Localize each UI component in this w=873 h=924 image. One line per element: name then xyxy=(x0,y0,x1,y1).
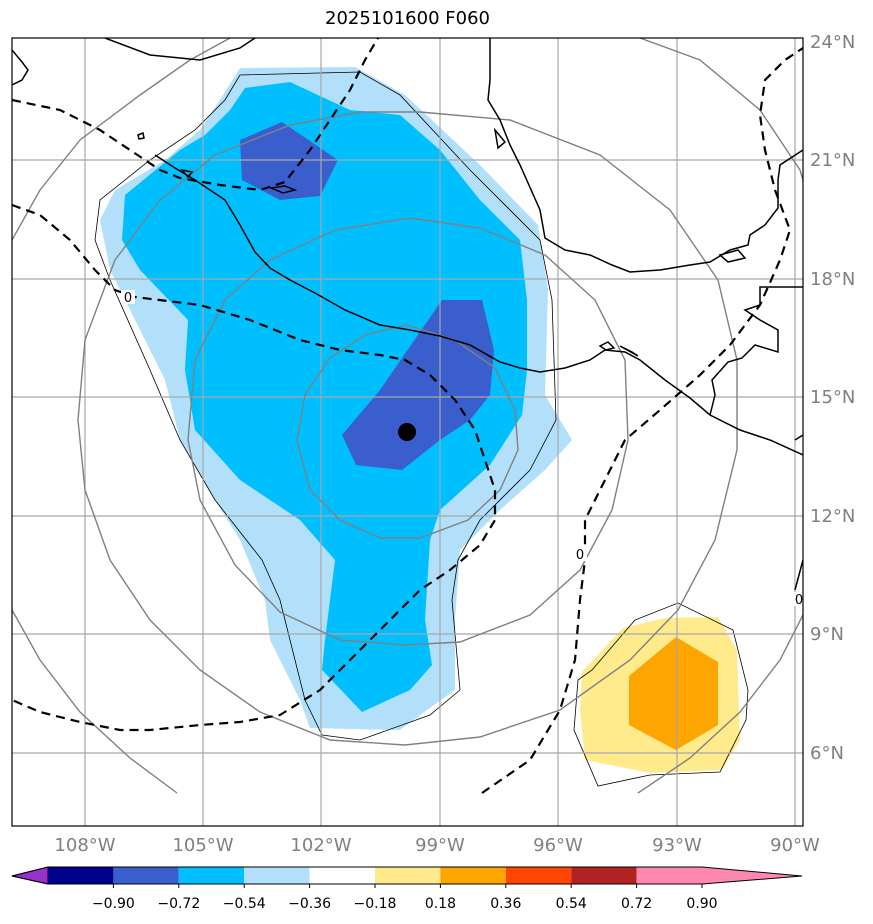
x-tick-label: 102°W xyxy=(290,835,351,856)
colorbar-label: 0.54 xyxy=(556,896,587,912)
range-rings xyxy=(12,38,803,794)
colorbar-label: −0.90 xyxy=(92,896,135,912)
y-tick-label: 6°N xyxy=(810,743,844,764)
y-tick-label: 21°N xyxy=(810,150,855,171)
y-tick-label: 24°N xyxy=(810,32,855,53)
coastlines xyxy=(12,38,803,601)
y-tick-label: 12°N xyxy=(810,506,855,527)
colorbar-segment xyxy=(636,867,702,884)
x-tick-label: 105°W xyxy=(172,835,233,856)
colorbar-label: −0.72 xyxy=(157,896,200,912)
contour-label-zero-west: 0 xyxy=(124,291,132,306)
colorbar-label: 0.36 xyxy=(490,896,521,912)
zero-contours xyxy=(12,38,803,794)
colorbar-label: −0.36 xyxy=(288,896,331,912)
x-tick-label: 96°W xyxy=(533,835,583,856)
colorbar-segment xyxy=(309,867,375,884)
colorbar-ticks xyxy=(112,884,703,888)
colorbar-extension-low xyxy=(11,866,49,885)
colorbar-label: −0.18 xyxy=(354,896,397,912)
colorbar-segment xyxy=(505,867,572,884)
colorbar-segment xyxy=(244,867,310,884)
y-axis-ticks: 24°N 21°N 18°N 15°N 12°N 9°N 6°N xyxy=(810,32,855,764)
colorbar-segment xyxy=(113,867,179,884)
contour-label-zero-central: 0 xyxy=(576,548,584,563)
outline-contour-west xyxy=(94,71,557,741)
anomaly-royal-blue-region-center xyxy=(342,300,494,470)
colorbar-segment xyxy=(178,867,245,884)
x-tick-label: 99°W xyxy=(415,835,465,856)
x-tick-label: 108°W xyxy=(54,835,115,856)
x-axis-ticks: 108°W 105°W 102°W 99°W 96°W 93°W 90°W xyxy=(54,835,820,856)
x-tick-label: 90°W xyxy=(770,835,820,856)
colorbar-label: 0.90 xyxy=(686,896,717,912)
colorbar-label: 0.72 xyxy=(621,896,652,912)
colorbar-segment xyxy=(571,867,637,884)
colorbar-extension-high xyxy=(702,867,802,884)
colorbar-label: 0.18 xyxy=(425,896,456,912)
anomaly-orange-region xyxy=(629,637,718,750)
colorbar-segment xyxy=(440,867,506,884)
contour-label-zero-east: 0 xyxy=(795,593,803,608)
y-tick-label: 15°N xyxy=(810,387,855,408)
graticule xyxy=(12,38,803,826)
colorbar-segment xyxy=(375,867,441,884)
colorbar: −0.90 −0.72 −0.54 −0.36 −0.18 0.18 0.36 … xyxy=(11,866,803,912)
y-tick-label: 9°N xyxy=(810,624,844,645)
contour-label-group: 0 0 0 xyxy=(121,290,803,608)
map-title: 2025101600 F060 xyxy=(325,8,490,29)
storm-center-marker xyxy=(398,423,416,441)
map-plot-area: 0 0 0 xyxy=(12,38,803,826)
colorbar-segment xyxy=(48,867,114,884)
anomaly-royal-blue-region-north xyxy=(240,122,338,200)
x-tick-label: 93°W xyxy=(652,835,702,856)
map-frame xyxy=(11,37,804,827)
colorbar-label: −0.54 xyxy=(223,896,266,912)
y-tick-label: 18°N xyxy=(810,269,855,290)
outline-contour-east xyxy=(573,602,749,787)
